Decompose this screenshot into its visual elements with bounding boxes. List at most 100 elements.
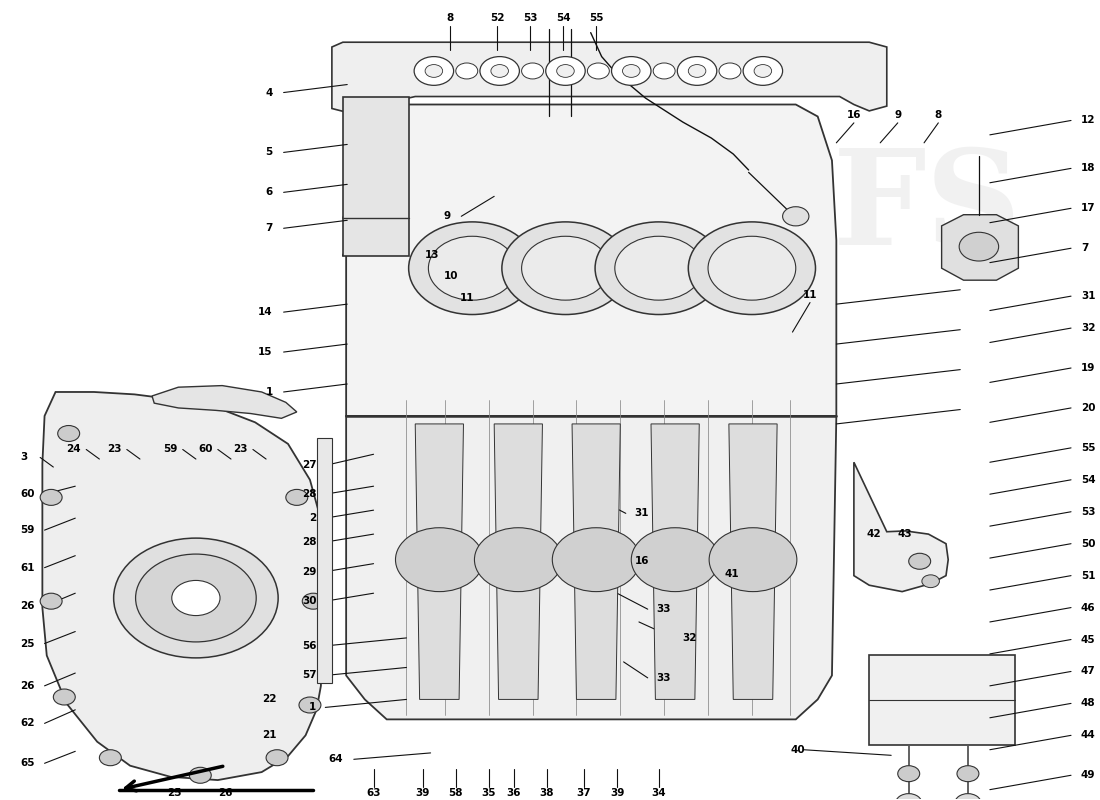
Text: 58: 58 bbox=[449, 788, 463, 798]
Circle shape bbox=[135, 554, 256, 642]
Polygon shape bbox=[343, 97, 408, 256]
Text: 8: 8 bbox=[935, 110, 942, 120]
Polygon shape bbox=[854, 462, 948, 592]
Text: 15: 15 bbox=[258, 347, 273, 357]
Text: 57: 57 bbox=[301, 670, 317, 681]
Text: 23: 23 bbox=[107, 445, 122, 454]
Text: 32: 32 bbox=[683, 633, 697, 643]
Text: 23: 23 bbox=[233, 445, 248, 454]
Text: 13: 13 bbox=[425, 250, 439, 260]
Text: 46: 46 bbox=[1081, 602, 1096, 613]
Text: 59: 59 bbox=[21, 525, 35, 535]
Text: 7: 7 bbox=[1081, 243, 1088, 254]
Text: 47: 47 bbox=[1081, 666, 1096, 677]
Polygon shape bbox=[869, 655, 1015, 745]
Text: 49: 49 bbox=[1081, 770, 1096, 780]
Polygon shape bbox=[729, 424, 777, 699]
Text: 24: 24 bbox=[66, 445, 81, 454]
Text: 65: 65 bbox=[21, 758, 35, 768]
Text: 44: 44 bbox=[1081, 730, 1096, 740]
Polygon shape bbox=[346, 416, 836, 719]
Text: 26: 26 bbox=[218, 788, 233, 798]
Circle shape bbox=[719, 63, 741, 79]
Text: 53: 53 bbox=[524, 14, 538, 23]
Circle shape bbox=[408, 222, 536, 314]
Text: 59: 59 bbox=[163, 445, 177, 454]
Text: 31: 31 bbox=[635, 508, 649, 518]
Text: 10: 10 bbox=[443, 271, 458, 281]
Text: 4: 4 bbox=[265, 87, 273, 98]
Polygon shape bbox=[572, 424, 620, 699]
Text: 5: 5 bbox=[265, 147, 273, 158]
Text: 31: 31 bbox=[1081, 291, 1096, 301]
Polygon shape bbox=[651, 424, 700, 699]
Circle shape bbox=[898, 766, 920, 782]
Text: 51: 51 bbox=[1081, 570, 1096, 581]
Circle shape bbox=[266, 750, 288, 766]
Text: 11: 11 bbox=[803, 290, 817, 299]
Circle shape bbox=[957, 766, 979, 782]
Circle shape bbox=[710, 528, 796, 592]
Text: 14: 14 bbox=[258, 307, 273, 317]
Circle shape bbox=[615, 236, 703, 300]
Text: FS: FS bbox=[833, 144, 1022, 273]
Text: 20: 20 bbox=[1081, 403, 1096, 413]
Text: 19: 19 bbox=[1081, 363, 1096, 373]
Text: 21: 21 bbox=[262, 730, 276, 740]
Text: 48: 48 bbox=[1081, 698, 1096, 709]
Polygon shape bbox=[152, 386, 297, 418]
Polygon shape bbox=[43, 392, 321, 780]
Text: 28: 28 bbox=[302, 489, 317, 499]
Text: 30: 30 bbox=[302, 596, 317, 606]
Circle shape bbox=[521, 236, 609, 300]
Circle shape bbox=[480, 57, 519, 86]
Text: 61: 61 bbox=[21, 562, 35, 573]
Text: 8: 8 bbox=[447, 14, 454, 23]
Text: 25: 25 bbox=[167, 788, 182, 798]
Text: 9: 9 bbox=[443, 211, 450, 222]
Polygon shape bbox=[317, 438, 332, 683]
Text: 36: 36 bbox=[507, 788, 521, 798]
Circle shape bbox=[546, 57, 585, 86]
Circle shape bbox=[189, 767, 211, 783]
Circle shape bbox=[552, 528, 640, 592]
Text: 1: 1 bbox=[309, 702, 317, 713]
Text: 32: 32 bbox=[1081, 323, 1096, 333]
Circle shape bbox=[302, 594, 324, 609]
Circle shape bbox=[502, 222, 629, 314]
Circle shape bbox=[959, 232, 999, 261]
Text: 54: 54 bbox=[1081, 475, 1096, 485]
Text: 12: 12 bbox=[1081, 115, 1096, 126]
Polygon shape bbox=[494, 424, 542, 699]
Text: 17: 17 bbox=[1081, 203, 1096, 214]
Circle shape bbox=[99, 750, 121, 766]
Circle shape bbox=[755, 65, 771, 78]
Text: 6: 6 bbox=[265, 187, 273, 198]
Text: 39: 39 bbox=[416, 788, 430, 798]
Text: 29: 29 bbox=[302, 566, 317, 577]
Polygon shape bbox=[346, 105, 836, 416]
Text: 18: 18 bbox=[1081, 163, 1096, 174]
Text: 35: 35 bbox=[482, 788, 496, 798]
Circle shape bbox=[595, 222, 723, 314]
Polygon shape bbox=[942, 214, 1019, 280]
Text: 60: 60 bbox=[21, 489, 35, 499]
Circle shape bbox=[689, 65, 706, 78]
Text: 16: 16 bbox=[635, 556, 649, 566]
Circle shape bbox=[113, 538, 278, 658]
Circle shape bbox=[299, 697, 321, 713]
Circle shape bbox=[678, 57, 717, 86]
Text: 33: 33 bbox=[657, 673, 671, 683]
Polygon shape bbox=[332, 42, 887, 114]
Circle shape bbox=[895, 794, 922, 800]
Text: 1 passion4parts: 1 passion4parts bbox=[393, 509, 618, 579]
Circle shape bbox=[909, 554, 931, 570]
Text: 25: 25 bbox=[21, 638, 35, 649]
Text: 33: 33 bbox=[657, 604, 671, 614]
Circle shape bbox=[474, 528, 562, 592]
Text: 2: 2 bbox=[309, 513, 317, 523]
Text: 3: 3 bbox=[21, 453, 28, 462]
Text: 38: 38 bbox=[540, 788, 554, 798]
Text: 55: 55 bbox=[1081, 443, 1096, 453]
Circle shape bbox=[428, 236, 516, 300]
